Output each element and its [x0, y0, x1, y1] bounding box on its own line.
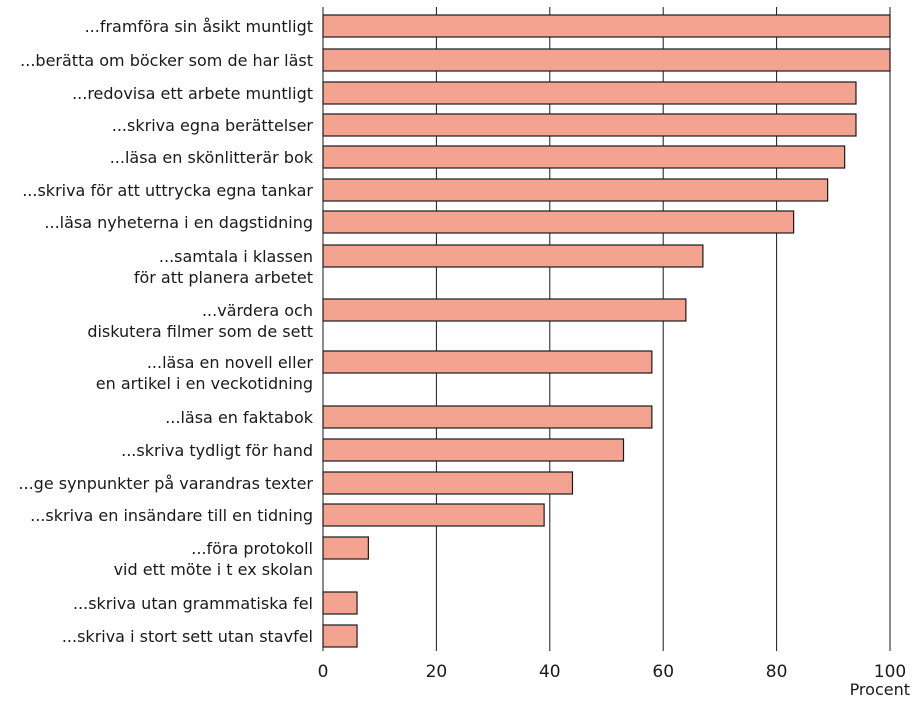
- x-tick-label: 0: [318, 662, 329, 682]
- bar: [322, 14, 891, 38]
- category-label: ...skriva för att uttrycka egna tankar: [22, 181, 313, 200]
- bar: [322, 350, 653, 374]
- category-label: ...skriva tydligt för hand: [121, 441, 313, 460]
- category-label: diskutera filmer som de sett: [87, 322, 313, 341]
- category-label: vid ett möte i t ex skolan: [114, 560, 313, 579]
- category-label: för att planera arbetet: [134, 268, 313, 287]
- bar: [322, 438, 625, 462]
- bar: [322, 503, 545, 527]
- category-label: ...skriva i stort sett utan stavfel: [62, 627, 313, 646]
- category-labels: ...framföra sin åsikt muntligt ...berätta…: [18, 17, 313, 646]
- category-label: ...samtala i klassen: [159, 247, 313, 266]
- bar: [322, 536, 369, 560]
- x-axis-unit-label: Procent: [850, 680, 910, 699]
- category-label: ...skriva utan grammatiska fel: [73, 594, 313, 613]
- bar: [322, 178, 829, 202]
- category-label: ...läsa en novell eller: [147, 353, 314, 372]
- category-label: ...berätta om böcker som de har läst: [20, 51, 313, 70]
- category-label: ...skriva egna berättelser: [112, 116, 314, 135]
- bar: [322, 591, 358, 615]
- x-tick-label: 40: [539, 662, 561, 682]
- category-label: ...redovisa ett arbete muntligt: [72, 84, 313, 103]
- category-label: ...värdera och: [202, 301, 313, 320]
- bar: [322, 471, 574, 495]
- bar: [322, 145, 846, 169]
- category-label: ...föra protokoll: [191, 539, 313, 558]
- bar: [322, 113, 857, 137]
- category-label: ...läsa en skönlitterär bok: [110, 148, 314, 167]
- category-label: ...skriva en insändare till en tidning: [30, 506, 313, 525]
- category-label: ...framföra sin åsikt muntligt: [85, 17, 313, 36]
- bar: [322, 298, 687, 322]
- x-tick-label: 100: [874, 662, 906, 682]
- category-label: ...läsa en faktabok: [165, 408, 314, 427]
- bars: [322, 14, 891, 648]
- bar: [322, 48, 891, 72]
- bar: [322, 81, 857, 105]
- bar: [322, 244, 704, 268]
- category-label: ...läsa nyheterna i en dagstidning: [44, 213, 313, 232]
- bar: [322, 624, 358, 648]
- x-tick-label: 60: [652, 662, 674, 682]
- bar: [322, 210, 795, 234]
- bar: [322, 405, 653, 429]
- x-tick-label: 80: [766, 662, 788, 682]
- category-label: ...ge synpunkter på varandras texter: [18, 474, 313, 493]
- x-axis: 0 20 40 60 80 100: [318, 662, 907, 682]
- x-tick-label: 20: [426, 662, 448, 682]
- category-label: en artikel i en veckotidning: [96, 374, 313, 393]
